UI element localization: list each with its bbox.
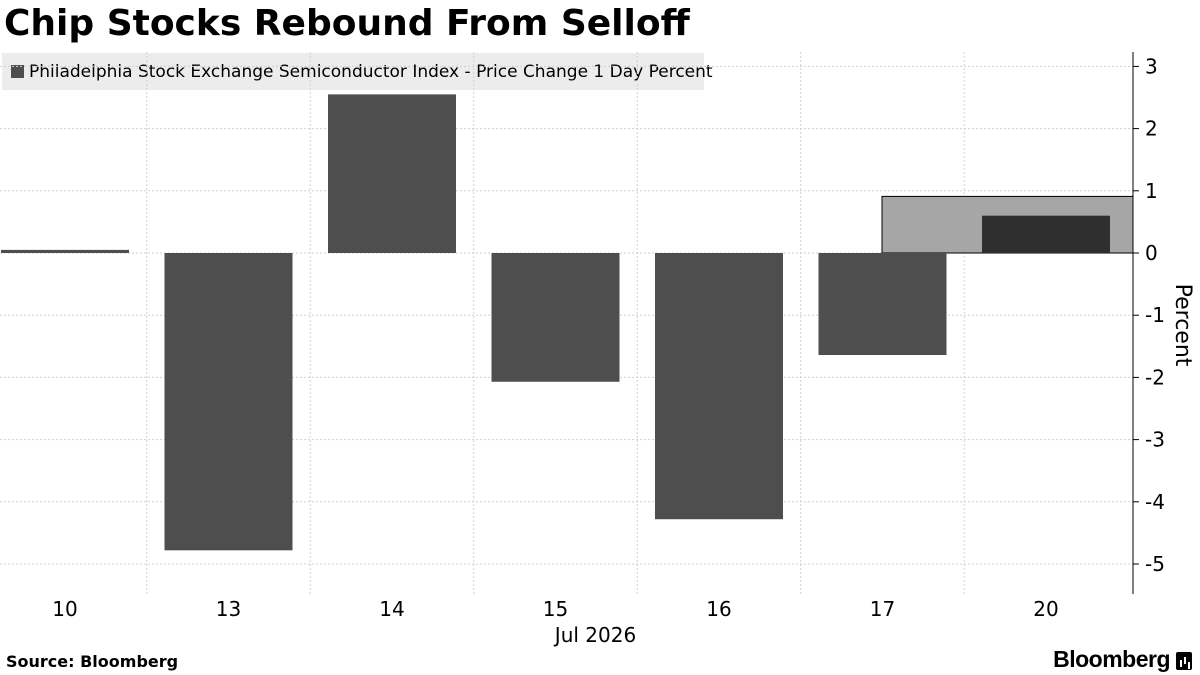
x-tick-label: 16 xyxy=(706,597,731,621)
x-tick-label: 13 xyxy=(216,597,241,621)
x-tick-label: 10 xyxy=(52,597,77,621)
legend-swatch xyxy=(11,65,24,78)
source-note: Source: Bloomberg xyxy=(6,652,179,671)
y-tick-label: -5 xyxy=(1145,552,1165,576)
brand-wordmark: Bloomberg xyxy=(1053,646,1170,672)
y-axis-title: Percent xyxy=(1170,284,1195,367)
x-tick-label: 17 xyxy=(870,597,895,621)
bar-10 xyxy=(1,249,129,253)
bar-20 xyxy=(982,215,1110,253)
y-tick-label: 0 xyxy=(1145,241,1158,265)
y-tick-label: -2 xyxy=(1145,365,1165,389)
bar-14 xyxy=(328,94,456,253)
bar-16 xyxy=(655,253,783,520)
y-tick-label: 1 xyxy=(1145,179,1158,203)
x-group-label: Jul 2026 xyxy=(553,623,636,647)
bar-13 xyxy=(164,253,293,551)
bar-17 xyxy=(818,253,947,356)
y-tick-label: -1 xyxy=(1145,303,1165,327)
y-tick-label: 2 xyxy=(1145,117,1158,141)
brand-logo: Bloomberg xyxy=(1053,646,1192,673)
bar-15 xyxy=(491,253,620,382)
x-tick-label: 14 xyxy=(379,597,404,621)
x-tick-label: 15 xyxy=(543,597,568,621)
y-tick-label: -4 xyxy=(1145,490,1165,514)
chart-title: Chip Stocks Rebound From Selloff xyxy=(4,3,690,44)
x-tick-label: 20 xyxy=(1033,597,1058,621)
y-tick-label: 3 xyxy=(1145,54,1158,78)
bars-layer xyxy=(1,94,1134,551)
y-tick-label: -3 xyxy=(1145,428,1165,452)
bar-chart-icon xyxy=(1176,651,1192,670)
